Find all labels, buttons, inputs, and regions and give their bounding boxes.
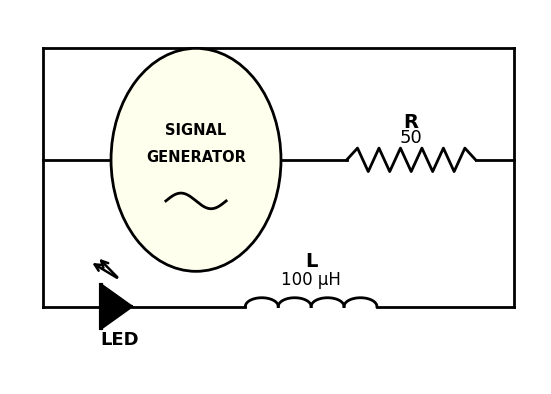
Text: SIGNAL: SIGNAL <box>165 123 226 138</box>
Polygon shape <box>101 285 132 328</box>
Text: 50: 50 <box>400 129 423 147</box>
Text: GENERATOR: GENERATOR <box>146 151 246 165</box>
Text: 100 μH: 100 μH <box>281 271 341 289</box>
Text: L: L <box>305 252 317 271</box>
Text: LED: LED <box>100 331 138 349</box>
Ellipse shape <box>111 48 281 271</box>
Text: R: R <box>404 113 419 132</box>
